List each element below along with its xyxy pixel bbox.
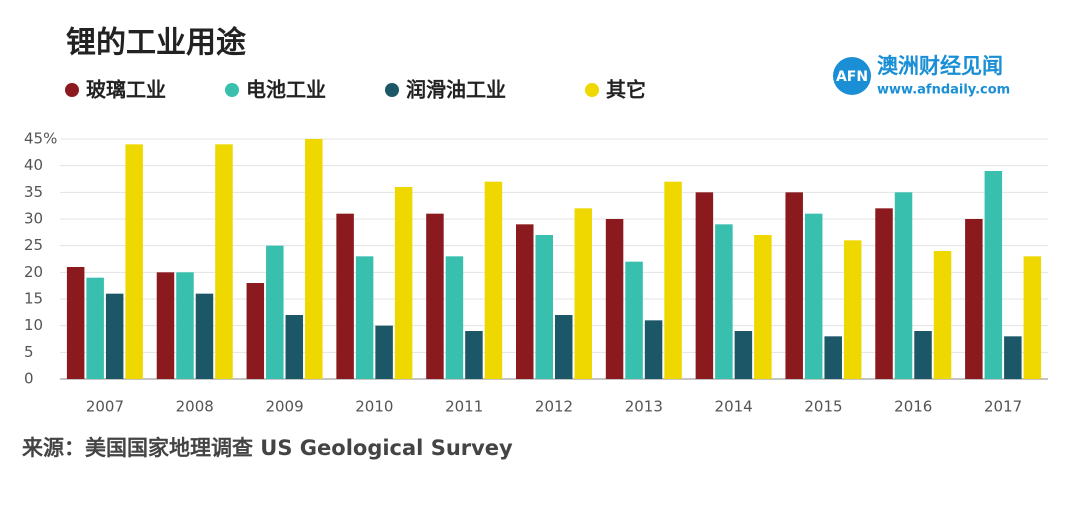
bar [644, 320, 663, 379]
bar [394, 187, 413, 379]
y-tick-label: 45% [24, 130, 57, 148]
y-tick-label: 25 [24, 236, 43, 254]
bar [246, 283, 265, 379]
legend-label: 润滑油工业 [406, 78, 506, 102]
bar [195, 293, 214, 379]
bar [843, 240, 862, 379]
logo-name: 澳洲财经见闻 [877, 54, 1003, 78]
bar [516, 224, 534, 379]
legend-label: 电池工业 [246, 78, 326, 102]
y-tick-label: 35 [24, 183, 43, 201]
logo-url: www.afndaily.com [877, 83, 1010, 98]
legend-label: 其它 [606, 78, 646, 102]
bar [894, 192, 913, 379]
x-tick-label: 2007 [86, 398, 124, 416]
x-tick-label: 2016 [894, 398, 932, 416]
bar [535, 235, 553, 379]
y-tick-label: 15 [24, 290, 43, 308]
bar [156, 272, 175, 379]
bar [105, 293, 124, 379]
bar [1023, 256, 1042, 379]
chart-title: 锂的工业用途 [66, 26, 247, 61]
bar [785, 192, 803, 379]
y-tick-label: 5 [24, 343, 34, 361]
x-tick-label: 2015 [804, 398, 842, 416]
bar [426, 213, 444, 379]
bar [824, 336, 842, 379]
bar [715, 224, 733, 379]
bar [574, 208, 592, 379]
bar [484, 181, 503, 379]
y-tick-label: 20 [24, 263, 43, 281]
bar [355, 256, 374, 379]
y-tick-label: 40 [24, 156, 43, 174]
bar [305, 139, 323, 379]
bar [215, 144, 233, 379]
bar [804, 213, 823, 379]
x-tick-label: 2010 [355, 398, 393, 416]
bar [984, 171, 1003, 379]
bar [285, 315, 304, 379]
y-tick-label: 30 [24, 210, 43, 228]
bar [695, 192, 714, 379]
y-tick-label: 0 [24, 370, 34, 388]
legend-marker [65, 83, 79, 97]
bar [465, 331, 483, 379]
bar [664, 181, 682, 379]
x-tick-label: 2013 [625, 398, 663, 416]
bar [875, 208, 893, 379]
bar [66, 267, 85, 379]
bar [375, 325, 393, 379]
bar [1004, 336, 1022, 379]
bar [86, 277, 104, 379]
x-tick-label: 2012 [535, 398, 573, 416]
x-tick-label: 2014 [715, 398, 753, 416]
legend-marker [585, 83, 599, 97]
y-tick-label: 10 [24, 316, 43, 334]
bar [734, 331, 753, 379]
x-tick-label: 2017 [984, 398, 1022, 416]
logo-circle [833, 57, 871, 95]
x-tick-label: 2008 [176, 398, 214, 416]
bar [914, 331, 932, 379]
legend-marker [225, 83, 239, 97]
source: 来源：美国国家地理调查 US Geological Survey [22, 436, 513, 460]
bar [555, 315, 573, 379]
bar [266, 245, 284, 379]
bar [176, 272, 194, 379]
logo-mark: AFN [836, 69, 868, 85]
bar [336, 213, 354, 379]
bar [965, 219, 983, 379]
x-tick-label: 2011 [445, 398, 483, 416]
legend-marker [385, 83, 399, 97]
bar [445, 256, 464, 379]
bar [125, 144, 143, 379]
bar [933, 251, 952, 379]
legend-label: 玻璃工业 [86, 78, 166, 102]
x-tick-label: 2009 [265, 398, 303, 416]
bar [605, 219, 624, 379]
bar [754, 235, 772, 379]
bar [625, 261, 643, 379]
